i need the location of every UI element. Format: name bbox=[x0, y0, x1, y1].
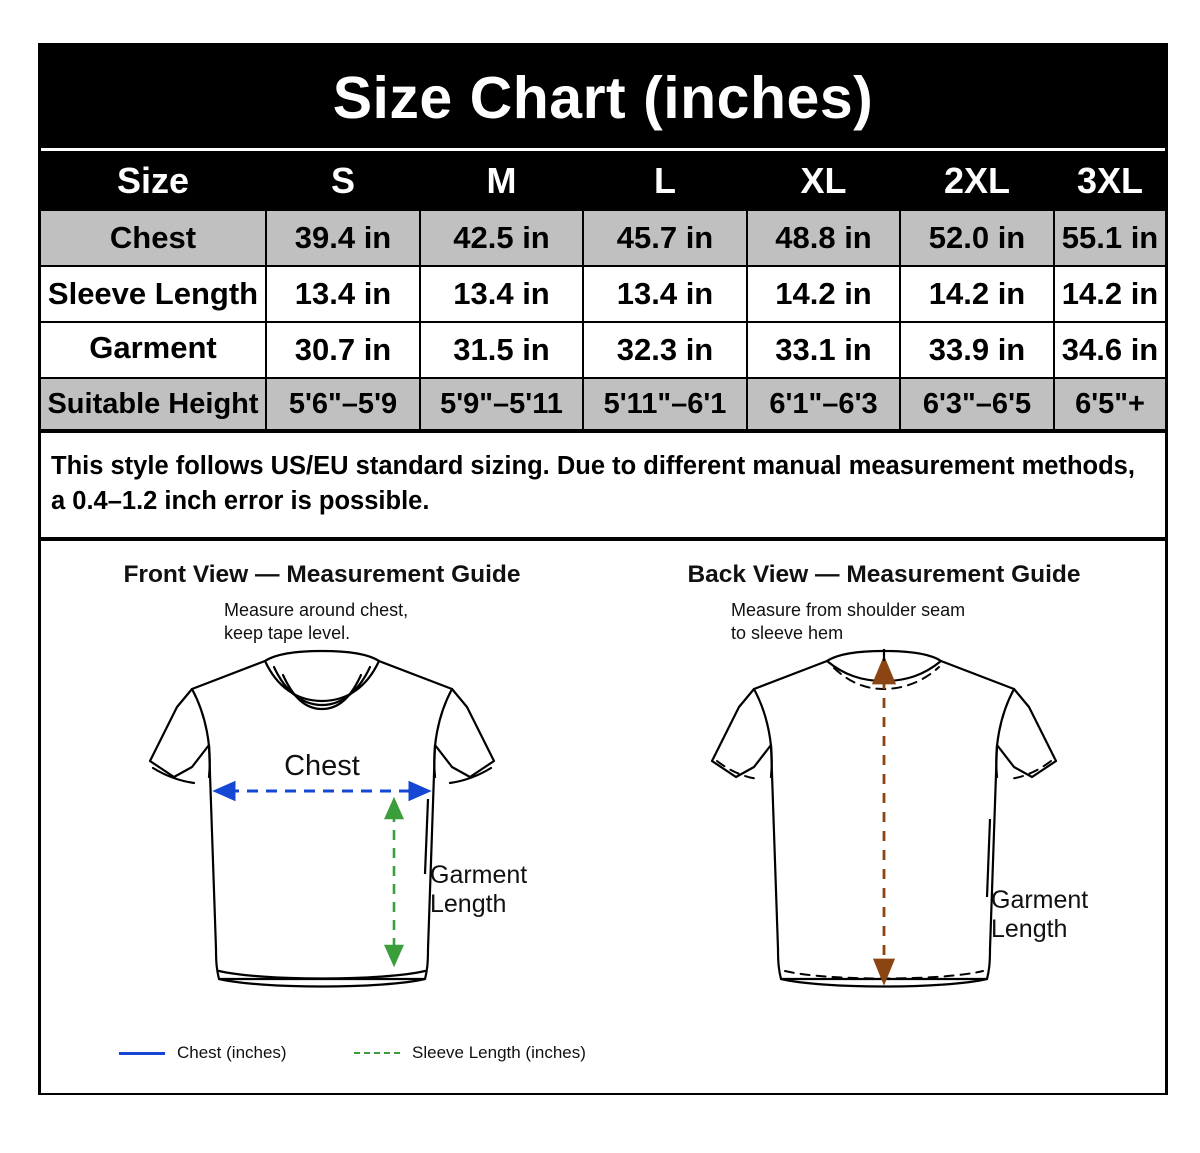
header-cell-xl: XL bbox=[746, 151, 901, 211]
page-title: Size Chart (inches) bbox=[41, 46, 1165, 151]
table-row-sleeve-length: Sleeve Length 13.4 in 13.4 in 13.4 in 14… bbox=[41, 265, 1165, 323]
legend-item-sleeve-length: Sleeve Length (inches) bbox=[354, 1043, 586, 1063]
cell-garment-l: 32.3 in bbox=[582, 321, 748, 379]
diagram-panel: Front View — Measurement Guide Measure a… bbox=[41, 541, 1165, 1093]
cell-chest-xl: 48.8 in bbox=[746, 209, 901, 267]
cell-garment-m: 31.5 in bbox=[419, 321, 584, 379]
cell-height-2xl: 6'3"–6'5 bbox=[899, 377, 1055, 431]
row-label-garment-line1: Garment bbox=[89, 330, 217, 365]
back-view-note: Measure from shoulder seam to sleeve hem bbox=[731, 600, 966, 644]
cell-garment-xl: 33.1 in bbox=[746, 321, 901, 379]
back-view-title: Back View — Measurement Guide bbox=[687, 561, 1081, 588]
front-garment-length-line2: Length bbox=[430, 889, 507, 918]
back-garment-length-line2: Length bbox=[991, 914, 1068, 943]
cell-chest-3xl: 55.1 in bbox=[1053, 209, 1165, 267]
chest-measure-arrow bbox=[212, 780, 432, 802]
header-cell-m: M bbox=[419, 151, 584, 211]
table-row-suitable-height: Suitable Height 5'6"–5'9 5'9"–5'11 5'11"… bbox=[41, 377, 1165, 431]
table-row-chest: Chest 39.4 in 42.5 in 45.7 in 48.8 in 52… bbox=[41, 209, 1165, 267]
cell-garment-3xl: 34.6 in bbox=[1053, 321, 1165, 379]
cell-height-3xl: 6'5"+ bbox=[1053, 377, 1165, 431]
cell-sleeve-m: 13.4 in bbox=[419, 265, 584, 323]
front-garment-length-label: Garment Length bbox=[430, 861, 527, 919]
front-shirt-diagram: Chest bbox=[148, 649, 496, 988]
cell-height-s: 5'6"–5'9 bbox=[265, 377, 421, 431]
cell-chest-m: 42.5 in bbox=[419, 209, 584, 267]
table-row-garment-length: Garment Length 30.7 in 31.5 in 32.3 in 3… bbox=[41, 321, 1165, 379]
legend-item-chest: Chest (inches) bbox=[119, 1043, 354, 1063]
back-garment-length-measure-arrow bbox=[871, 655, 897, 986]
row-label-chest: Chest bbox=[41, 209, 267, 267]
cell-height-xl: 6'1"–6'3 bbox=[746, 377, 901, 431]
cell-sleeve-xl: 14.2 in bbox=[746, 265, 901, 323]
back-view-panel: Back View — Measurement Guide Measure fr… bbox=[603, 541, 1165, 1093]
row-label-garment-line2: Length bbox=[41, 369, 264, 376]
front-garment-length-line1: Garment bbox=[430, 861, 528, 889]
back-shirt-diagram bbox=[710, 649, 1058, 988]
cell-chest-s: 39.4 in bbox=[265, 209, 421, 267]
legend-label-sleeve-length: Sleeve Length (inches) bbox=[412, 1043, 586, 1062]
front-view-title: Front View — Measurement Guide bbox=[123, 561, 521, 588]
header-cell-2xl: 2XL bbox=[899, 151, 1055, 211]
row-label-sleeve-length: Sleeve Length bbox=[41, 265, 267, 323]
garment-length-measure-arrow bbox=[383, 796, 405, 968]
header-cell-s: S bbox=[265, 151, 421, 211]
cell-garment-s: 30.7 in bbox=[265, 321, 421, 379]
header-cell-3xl: 3XL bbox=[1053, 151, 1165, 211]
diagram-legend: Chest (inches) Sleeve Length (inches) bbox=[119, 1043, 599, 1063]
back-garment-length-line1: Garment bbox=[991, 886, 1089, 914]
cell-garment-2xl: 33.9 in bbox=[899, 321, 1055, 379]
legend-line-dashed-icon bbox=[354, 1052, 400, 1054]
measurement-disclaimer: This style follows US/EU standard sizing… bbox=[41, 431, 1165, 541]
legend-label-chest: Chest (inches) bbox=[177, 1043, 287, 1062]
size-chart-card: Size Chart (inches) Size S M L XL 2XL 3X… bbox=[38, 43, 1168, 1095]
cell-chest-l: 45.7 in bbox=[582, 209, 748, 267]
header-cell-l: L bbox=[582, 151, 748, 211]
chest-dimension-label: Chest bbox=[284, 750, 360, 782]
cell-sleeve-2xl: 14.2 in bbox=[899, 265, 1055, 323]
front-view-panel: Front View — Measurement Guide Measure a… bbox=[41, 541, 603, 1093]
row-label-garment-length: Garment Length bbox=[41, 321, 267, 379]
cell-chest-2xl: 52.0 in bbox=[899, 209, 1055, 267]
cell-sleeve-s: 13.4 in bbox=[265, 265, 421, 323]
table-header-row: Size S M L XL 2XL 3XL bbox=[41, 151, 1165, 211]
back-garment-length-label: Garment Length bbox=[991, 886, 1088, 944]
cell-height-l: 5'11"–6'1 bbox=[582, 377, 748, 431]
cell-height-m: 5'9"–5'11 bbox=[419, 377, 584, 431]
cell-sleeve-3xl: 14.2 in bbox=[1053, 265, 1165, 323]
front-view-note: Measure around chest, keep tape level. bbox=[224, 600, 409, 644]
header-cell-size: Size bbox=[41, 151, 267, 211]
cell-sleeve-l: 13.4 in bbox=[582, 265, 748, 323]
row-label-suitable-height: Suitable Height bbox=[41, 377, 267, 431]
size-table: Size S M L XL 2XL 3XL Chest 39.4 in 42.5… bbox=[41, 151, 1165, 431]
legend-line-solid-icon bbox=[119, 1051, 165, 1055]
